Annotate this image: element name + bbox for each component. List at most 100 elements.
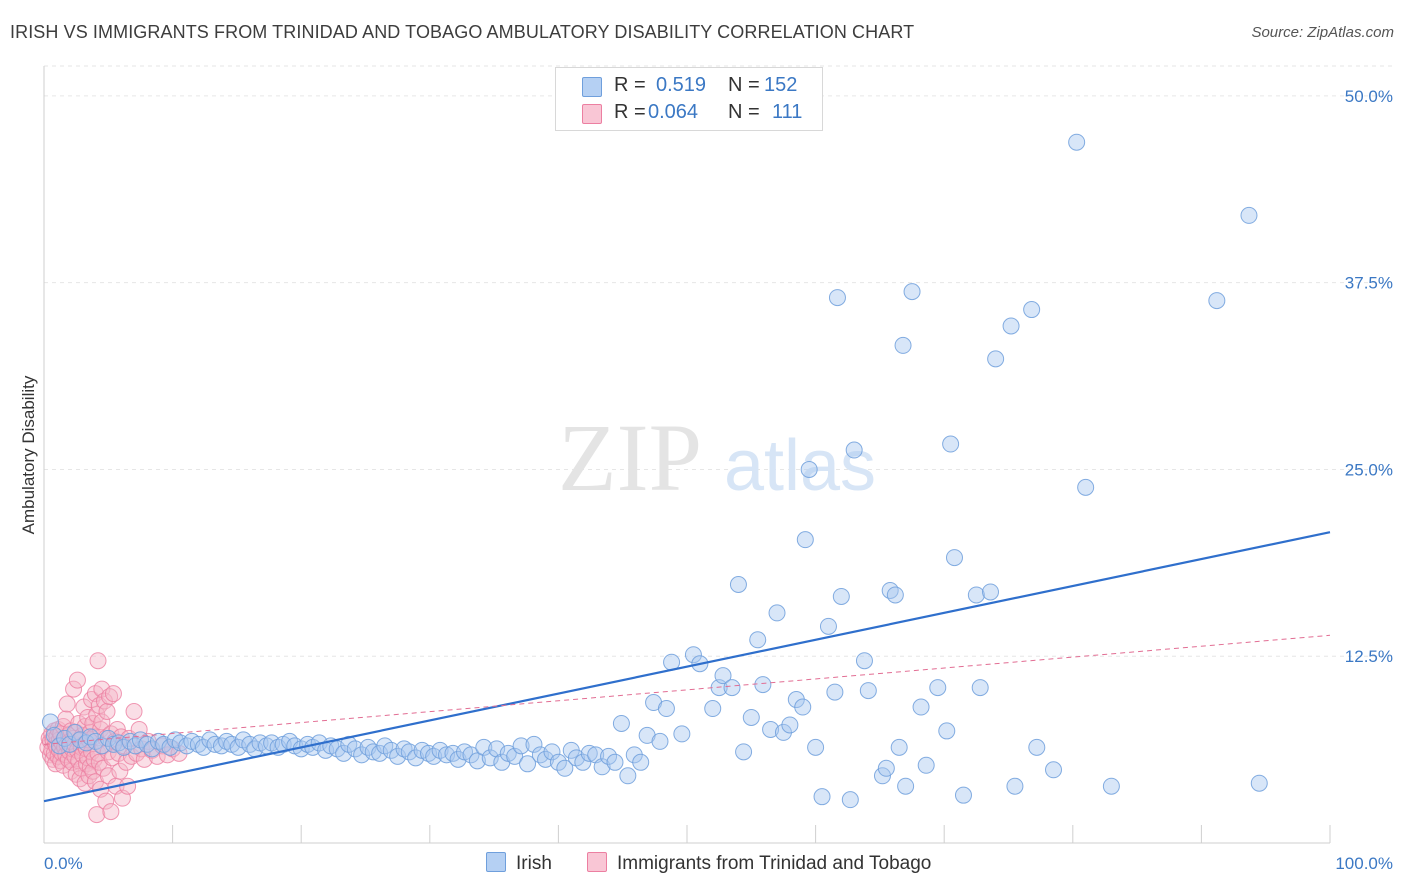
- legend-n-value-irish: 152: [764, 74, 798, 96]
- irish-point: [1006, 777, 1024, 795]
- tt-point: [119, 777, 137, 795]
- irish-point: [897, 777, 915, 795]
- legend-r-label: R =: [614, 74, 646, 96]
- irish-point: [749, 631, 767, 649]
- irish-point: [543, 743, 561, 761]
- y-axis-label: Ambulatory Disability: [19, 375, 38, 534]
- irish-point: [819, 617, 837, 635]
- irish-point: [519, 755, 537, 773]
- irish-point: [890, 738, 908, 756]
- irish-point: [800, 460, 818, 478]
- legend-row-irish: R = 0.519 N = 152: [556, 74, 822, 100]
- tt-point: [68, 671, 86, 689]
- irish-point: [612, 714, 630, 732]
- bottom-legend-irish: Irish: [486, 852, 552, 875]
- y-tick-label: 50.0%: [1345, 87, 1393, 106]
- irish-point: [794, 698, 812, 716]
- axes: [43, 66, 1331, 844]
- irish-point: [942, 435, 960, 453]
- irish-point: [735, 743, 753, 761]
- irish-point: [1077, 478, 1095, 496]
- irish-series-points: [41, 133, 1268, 809]
- irish-point: [845, 441, 863, 459]
- tt-point: [58, 695, 76, 713]
- irish-point: [632, 753, 650, 771]
- irish-point: [506, 747, 524, 765]
- irish-point: [400, 743, 418, 761]
- tt-point: [104, 685, 122, 703]
- irish-point: [828, 289, 846, 307]
- irish-point: [657, 700, 675, 718]
- bottom-legend-swatch-irish: [486, 852, 506, 872]
- y-tick-label: 37.5%: [1345, 274, 1393, 293]
- tt-point: [102, 803, 120, 821]
- tt-trend-line: [43, 634, 1331, 745]
- irish-point: [929, 679, 947, 697]
- irish-point: [684, 646, 702, 664]
- y-tick-label: 12.5%: [1345, 647, 1393, 666]
- legend-swatch-irish: [582, 77, 602, 97]
- watermark: ZIP atlas: [558, 404, 876, 511]
- irish-point: [886, 586, 904, 604]
- irish-point: [580, 744, 598, 762]
- tt-point: [97, 792, 115, 810]
- legend-n-label: N =: [728, 101, 760, 123]
- tt-point: [93, 713, 111, 731]
- irish-point: [729, 575, 747, 593]
- irish-point: [826, 683, 844, 701]
- irish-point: [549, 753, 567, 771]
- irish-point: [1045, 761, 1063, 779]
- irish-point: [425, 747, 443, 765]
- x-tick-label: 0.0%: [44, 854, 83, 873]
- irish-point: [945, 549, 963, 567]
- tt-point: [111, 762, 129, 780]
- irish-point: [912, 698, 930, 716]
- irish-point: [1102, 777, 1120, 795]
- irish-point: [859, 682, 877, 700]
- watermark-atlas: atlas: [724, 426, 876, 506]
- correlation-legend: R = 0.519 N = 152 R = 0.064 N = 111: [555, 67, 823, 131]
- irish-point: [938, 722, 956, 740]
- irish-point: [556, 759, 574, 777]
- irish-point: [762, 720, 780, 738]
- irish-point: [475, 738, 493, 756]
- irish-point: [881, 581, 899, 599]
- bottom-legend-swatch-tt: [587, 852, 607, 872]
- tt-point: [88, 806, 106, 824]
- irish-point: [796, 531, 814, 549]
- irish-point: [967, 586, 985, 604]
- legend-r-value-irish: 0.519: [656, 74, 707, 96]
- legend-r-label: R =: [614, 101, 646, 123]
- legend-n-value-tt: 111: [772, 101, 803, 123]
- bottom-legend-label-irish: Irish: [516, 853, 552, 874]
- irish-point: [723, 679, 741, 697]
- irish-point: [395, 740, 413, 758]
- irish-point: [877, 759, 895, 777]
- irish-point: [382, 741, 400, 759]
- trend-lines: [43, 531, 1331, 803]
- x-tick-label: 100.0%: [1335, 854, 1393, 873]
- irish-point: [768, 604, 786, 622]
- irish-point: [987, 350, 1005, 368]
- tt-point: [125, 703, 143, 721]
- irish-point: [606, 753, 624, 771]
- irish-point: [813, 788, 831, 806]
- y-tick-label: 25.0%: [1345, 460, 1393, 479]
- irish-point: [512, 737, 530, 755]
- irish-point: [917, 756, 935, 774]
- irish-point: [954, 786, 972, 804]
- legend-row-tt: R = 0.064 N = 111: [556, 101, 822, 127]
- irish-point: [1023, 301, 1041, 319]
- bottom-legend-tt: Immigrants from Trinidad and Tobago: [587, 852, 931, 875]
- irish-trend-line: [43, 531, 1331, 803]
- irish-point: [619, 767, 637, 785]
- irish-point: [841, 791, 859, 809]
- irish-point: [346, 740, 364, 758]
- irish-point: [807, 738, 825, 756]
- irish-point: [714, 667, 732, 685]
- irish-point: [41, 713, 59, 731]
- irish-point: [600, 747, 618, 765]
- tt-point: [98, 703, 116, 721]
- grid-lines: [44, 65, 1394, 657]
